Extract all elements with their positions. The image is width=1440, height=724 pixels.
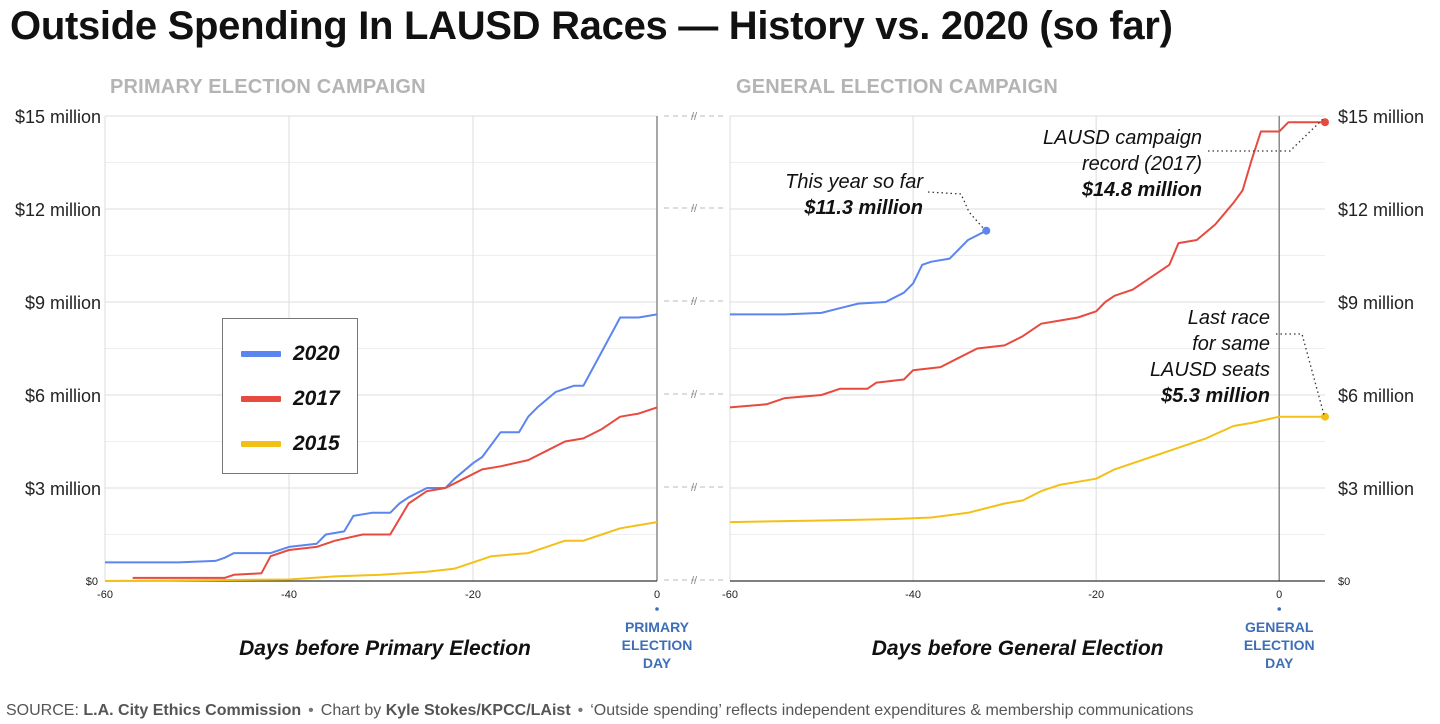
annotation-2017-leader: [1208, 117, 1325, 152]
general-election-day-dot: [1277, 607, 1282, 611]
legend: 2020 2017 2015: [222, 318, 358, 474]
general-series-2015-line: [729, 415, 1325, 524]
general-x-axis-title: Days before General Election: [872, 637, 1164, 660]
source-prefix: SOURCE:: [6, 702, 79, 719]
annotation-2015-text: Last race: [1188, 307, 1270, 329]
legend-swatch-2015: [241, 441, 281, 447]
legend-item-2017: 2017: [241, 384, 340, 414]
axis-break-mark: //: [691, 575, 698, 587]
legend-item-2015: 2015: [241, 429, 340, 459]
general-y-tick-label: $6 million: [1338, 386, 1414, 406]
primary-y-tick-label: $12 million: [15, 200, 101, 220]
general-endpoint-dot-2020: [982, 226, 991, 235]
chart-by-prefix: Chart by: [320, 702, 382, 719]
general-panel-label: GENERAL ELECTION CAMPAIGN: [736, 76, 1059, 98]
annotation-2015-leader: [1276, 333, 1325, 416]
annotation-2017-text: LAUSD campaign: [1043, 127, 1202, 149]
general-y-tick-label: $12 million: [1338, 200, 1424, 220]
primary-y-tick-label: $15 million: [15, 107, 101, 127]
general-election-day-label: ELECTION: [1244, 637, 1315, 653]
legend-item-2020: 2020: [241, 339, 340, 369]
axis-break-mark: //: [691, 296, 698, 308]
annotation-2015-text: for same: [1192, 333, 1270, 355]
general-y-tick-label: $3 million: [1338, 479, 1414, 499]
legend-swatch-2020: [241, 351, 281, 357]
primary-election-day-label: DAY: [643, 655, 672, 671]
general-election-day-label: GENERAL: [1245, 619, 1314, 635]
general-election-day-label: DAY: [1265, 655, 1294, 671]
general-y-tick-label: $0: [1338, 576, 1350, 588]
primary-x-tick-label: 0: [654, 589, 660, 601]
legend-swatch-2017: [241, 396, 281, 402]
primary-series-2020-line: [105, 313, 658, 564]
axis-break-mark: //: [691, 111, 698, 123]
chart-author: Kyle Stokes/KPCC/LAist: [385, 702, 571, 719]
primary-y-tick-label: $6 million: [25, 386, 101, 406]
general-endpoint-dot-2015: [1321, 412, 1329, 421]
primary-y-tick-label: $9 million: [25, 293, 101, 313]
source-name: L.A. City Ethics Commission: [83, 702, 302, 719]
primary-election-day-label: ELECTION: [622, 637, 693, 653]
annotation-2017-text: record (2017): [1082, 153, 1202, 175]
legend-label-2020: 2020: [293, 342, 340, 365]
primary-panel-label: PRIMARY ELECTION CAMPAIGN: [110, 76, 426, 98]
source-note: ‘Outside spending’ reflects independent …: [590, 702, 1194, 719]
general-endpoint-dot-2017: [1321, 118, 1329, 127]
source-line: SOURCE: L.A. City Ethics Commission • Char…: [6, 702, 1194, 719]
general-y-tick-label: $9 million: [1338, 293, 1414, 313]
general-x-tick-label: -60: [722, 589, 738, 601]
annotation-2015-text: LAUSD seats: [1150, 359, 1270, 381]
general-x-tick-label: 0: [1276, 589, 1282, 601]
primary-x-tick-label: -40: [281, 589, 297, 601]
primary-series-2017-line: [132, 406, 658, 579]
annotation-2020-value: $11.3 million: [803, 197, 923, 219]
annotation-2015-value: $5.3 million: [1160, 385, 1270, 407]
general-series-2017-line: [729, 121, 1325, 409]
legend-label-2015: 2015: [293, 432, 340, 455]
axis-break-mark: //: [691, 482, 698, 494]
primary-series-2015-line: [104, 521, 658, 582]
primary-x-axis-title: Days before Primary Election: [239, 637, 531, 660]
primary-y-tick-label: $3 million: [25, 479, 101, 499]
axis-break-mark: //: [691, 203, 698, 215]
primary-election-day-label: PRIMARY: [625, 619, 690, 635]
general-x-tick-label: -40: [905, 589, 921, 601]
primary-x-tick-label: -20: [465, 589, 481, 601]
annotation-2017-value: $14.8 million: [1081, 179, 1202, 201]
axis-break-mark: //: [691, 389, 698, 401]
legend-label-2017: 2017: [293, 387, 340, 410]
chart-title: Outside Spending In LAUSD Races — Histor…: [10, 4, 1173, 48]
general-y-tick-label: $15 million: [1338, 107, 1424, 127]
primary-election-day-dot: [655, 607, 659, 611]
annotation-2020-text: This year so far: [785, 171, 924, 193]
general-series-2020-line: [730, 229, 987, 316]
primary-x-tick-label: -60: [97, 589, 113, 601]
primary-y-tick-label: $0: [86, 576, 98, 588]
annotation-2020-leader: [927, 191, 985, 230]
general-x-tick-label: -20: [1088, 589, 1104, 601]
